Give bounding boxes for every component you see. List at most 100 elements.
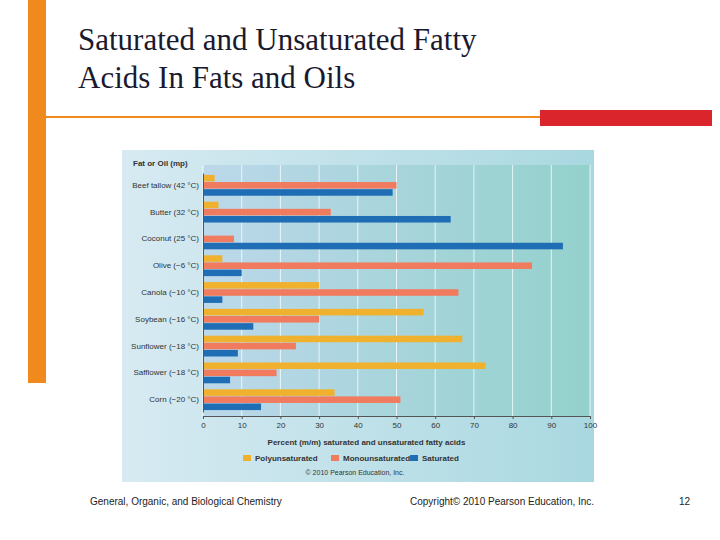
x-tick-mark xyxy=(474,416,475,419)
x-tick-label: 50 xyxy=(393,421,402,430)
bar xyxy=(203,370,277,377)
bar xyxy=(203,389,335,396)
bar xyxy=(203,323,253,330)
x-tick-label: 80 xyxy=(509,421,518,430)
x-tick: 20 xyxy=(276,416,285,430)
bar xyxy=(203,362,486,369)
y-tick-label: Soybean (−16 °C) xyxy=(135,315,199,324)
x-tick-label: 0 xyxy=(201,421,206,430)
y-tick-label: Corn (−20 °C) xyxy=(149,395,199,404)
legend-swatch xyxy=(243,455,251,461)
y-tick: Butter (32 °C) xyxy=(150,208,203,217)
x-tick-mark xyxy=(513,416,514,419)
bar xyxy=(203,236,234,243)
grid xyxy=(203,165,590,416)
bar xyxy=(203,270,242,277)
bar xyxy=(203,255,222,262)
y-tick: Soybean (−16 °C) xyxy=(135,315,203,324)
y-tick-label: Coconut (25 °C) xyxy=(142,234,200,243)
legend-swatch xyxy=(410,455,418,461)
y-label: Fat or Oil (mp) xyxy=(133,159,188,168)
x-tick-mark xyxy=(551,416,552,419)
bar xyxy=(203,377,230,384)
x-tick: 10 xyxy=(238,416,247,430)
x-tick-label: 100 xyxy=(584,421,598,430)
x-tick-mark xyxy=(397,416,398,419)
footer-left: General, Organic, and Biological Chemist… xyxy=(90,496,282,507)
x-tick-label: 70 xyxy=(470,421,479,430)
y-tick-label: Sunflower (−18 °C) xyxy=(131,342,199,351)
legend: Polyunsaturated Monounsaturated Saturated xyxy=(243,454,459,463)
x-tick-mark xyxy=(280,416,281,419)
x-tick: 80 xyxy=(509,416,518,430)
page-number: 12 xyxy=(679,496,691,507)
y-tick-label: Safflower (−18 °C) xyxy=(133,368,199,377)
x-tick: 100 xyxy=(584,416,598,430)
bar xyxy=(203,350,238,357)
title-rule xyxy=(28,116,628,118)
side-bar xyxy=(28,0,46,383)
x-tick-label: 20 xyxy=(276,421,285,430)
bar xyxy=(203,282,319,289)
grid-line xyxy=(473,165,474,416)
credit: © 2010 Pearson Education, Inc. xyxy=(306,469,405,476)
x-tick-mark xyxy=(590,416,591,419)
x-tick: 0 xyxy=(201,416,206,430)
bar xyxy=(203,309,424,316)
x-tick-mark xyxy=(435,416,436,419)
bar xyxy=(203,209,331,216)
x-tick-label: 40 xyxy=(354,421,363,430)
y-tick: Olive (−6 °C) xyxy=(153,261,203,270)
legend-label: Monounsaturated xyxy=(343,454,410,463)
x-tick-label: 30 xyxy=(315,421,324,430)
x-tick: 90 xyxy=(547,416,556,430)
bar xyxy=(203,316,319,323)
bar xyxy=(203,262,532,269)
x-tick: 60 xyxy=(431,416,440,430)
y-tick: Sunflower (−18 °C) xyxy=(131,342,203,351)
x-tick-label: 10 xyxy=(238,421,247,430)
title-accent xyxy=(540,110,712,126)
slide-title: Saturated and Unsaturated FattyAcids In … xyxy=(78,22,477,95)
chart-panel xyxy=(122,150,594,482)
legend-label: Polyunsaturated xyxy=(255,454,318,463)
x-axis-line xyxy=(204,417,591,420)
bar xyxy=(203,343,296,350)
bar xyxy=(203,336,462,343)
y-tick: Canola (−10 °C) xyxy=(141,288,203,297)
bar xyxy=(203,396,400,403)
bar xyxy=(203,189,393,196)
bar xyxy=(203,243,563,250)
x-tick-mark xyxy=(203,416,204,419)
x-tick-mark xyxy=(358,416,359,419)
grid-line xyxy=(590,165,591,416)
grid-line xyxy=(203,165,204,416)
x-tick: 50 xyxy=(393,416,402,430)
footer-copyright: Copyright© 2010 Pearson Education, Inc. xyxy=(410,496,594,507)
x-tick: 30 xyxy=(315,416,324,430)
x-tick-mark xyxy=(319,416,320,419)
y-tick: Beef tallow (42 °C) xyxy=(132,181,203,190)
x-tick: 40 xyxy=(354,416,363,430)
x-tick: 70 xyxy=(470,416,479,430)
bar xyxy=(203,182,397,189)
bar xyxy=(203,175,215,182)
bar xyxy=(203,216,451,223)
y-tick-label: Canola (−10 °C) xyxy=(141,288,199,297)
y-tick: Coconut (25 °C) xyxy=(142,234,203,243)
y-tick: Corn (−20 °C) xyxy=(149,395,203,404)
slide-title-line: Saturated and Unsaturated Fatty xyxy=(78,22,477,57)
slide-title-line: Acids In Fats and Oils xyxy=(78,60,355,95)
y-tick-label: Butter (32 °C) xyxy=(150,208,199,217)
grid-line xyxy=(512,165,513,416)
legend-swatch xyxy=(331,455,339,461)
bar xyxy=(203,202,218,209)
x-tick-label: 90 xyxy=(547,421,556,430)
x-tick-label: 60 xyxy=(431,421,440,430)
x-label: Percent (m/m) saturated and unsaturated … xyxy=(268,438,466,447)
x-tick-mark xyxy=(242,416,243,419)
legend-label: Saturated xyxy=(422,454,459,463)
bar xyxy=(203,404,261,411)
grid-line xyxy=(551,165,552,416)
y-tick-label: Olive (−6 °C) xyxy=(153,261,199,270)
